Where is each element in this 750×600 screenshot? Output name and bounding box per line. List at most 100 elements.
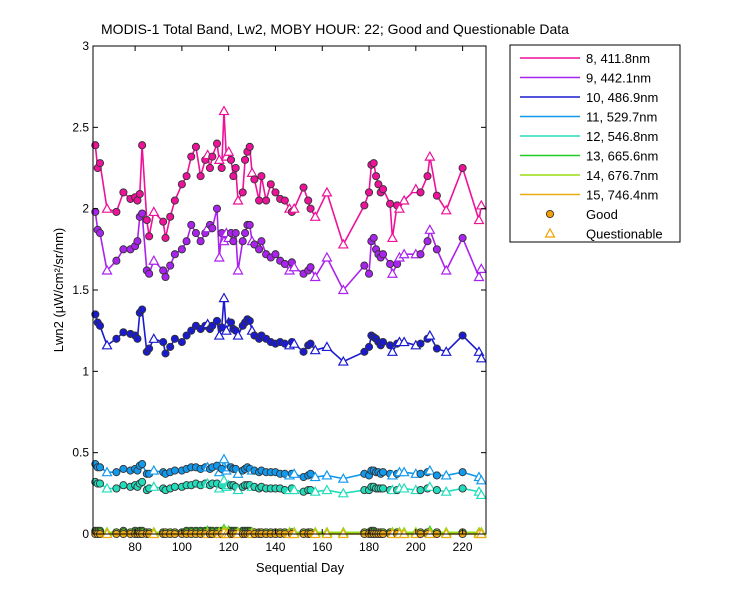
- data-point-good: [386, 259, 395, 269]
- data-point-good: [360, 261, 369, 270]
- data-point-good: [95, 159, 105, 168]
- data-point-good: [161, 233, 170, 242]
- data-point-good: [95, 463, 105, 472]
- data-point-good: [196, 237, 205, 246]
- data-point-good: [138, 477, 147, 486]
- data-point-good: [159, 217, 168, 226]
- legend-label: 14, 676.7nm: [586, 168, 658, 183]
- data-point-good: [432, 191, 441, 200]
- data-point-questionable: [424, 150, 436, 161]
- legend-label: 10, 486.9nm: [586, 90, 658, 105]
- data-point-good: [458, 163, 467, 173]
- legend-label: 12, 546.8nm: [586, 129, 658, 144]
- legend-label: 11, 529.7nm: [586, 110, 657, 125]
- x-axis-label: Sequential Day: [256, 560, 345, 575]
- data-point-good: [241, 155, 250, 164]
- x-tick-label: 100: [172, 540, 192, 554]
- data-point-good: [95, 321, 105, 330]
- data-point-questionable: [321, 469, 333, 480]
- data-point-good: [364, 342, 374, 351]
- data-point-questionable: [309, 485, 321, 496]
- x-tick-label: 180: [359, 540, 379, 554]
- y-axis-label: Lwn2 (µW/cm²/sr/nm): [51, 228, 66, 353]
- chart-title: MODIS-1 Total Band, Lw2, MOBY HOUR: 22; …: [101, 21, 569, 37]
- data-point-questionable: [218, 292, 230, 303]
- data-point-good: [423, 237, 432, 246]
- data-point-good: [119, 464, 128, 473]
- data-point-questionable: [223, 146, 235, 156]
- data-point-good: [369, 233, 378, 242]
- legend-entries: 8, 411.8nm 9, 442.1nm 10, 486.9nm 11, 529.7…: [520, 51, 663, 242]
- data-point-good: [187, 326, 196, 335]
- data-point-questionable: [398, 482, 410, 493]
- data-point-questionable: [398, 336, 410, 347]
- x-tick-label: 200: [406, 540, 426, 554]
- data-point-questionable: [309, 211, 321, 221]
- legend-label: Questionable: [586, 227, 663, 242]
- data-point-questionable: [475, 352, 487, 363]
- data-point-questionable: [386, 346, 398, 356]
- data-point-questionable: [337, 355, 349, 366]
- data-point-good: [191, 142, 200, 151]
- data-point-good: [205, 163, 215, 173]
- data-point-good: [191, 229, 200, 238]
- data-point-good: [145, 269, 154, 278]
- data-point-good: [182, 172, 191, 181]
- data-point-good: [159, 338, 168, 347]
- data-point-good: [379, 484, 388, 493]
- data-point-questionable: [321, 484, 333, 495]
- x-tick-label: 140: [265, 540, 285, 554]
- data-point-questionable: [398, 466, 410, 477]
- data-point-questionable: [220, 324, 232, 335]
- data-point-good: [177, 338, 186, 347]
- x-tick-label: 220: [453, 540, 473, 554]
- data-point-good: [145, 232, 154, 241]
- y-tick-label: 2.5: [72, 120, 89, 134]
- data-point-good: [217, 163, 226, 173]
- data-point-questionable: [148, 333, 160, 343]
- data-point-good: [170, 482, 179, 491]
- x-tick-label: 80: [128, 540, 142, 554]
- y-tick-label: 0.5: [72, 446, 89, 460]
- data-point-questionable: [232, 329, 244, 340]
- y-tick-label: 1.5: [72, 283, 89, 297]
- data-point-good: [416, 188, 425, 197]
- data-point-good: [112, 256, 121, 265]
- data-point-questionable: [148, 481, 160, 491]
- data-point-questionable: [398, 194, 410, 205]
- y-tick-label: 0: [82, 527, 89, 541]
- data-point-good: [229, 172, 238, 181]
- legend-label: 9, 442.1nm: [586, 71, 651, 86]
- data-point-questionable: [440, 485, 452, 496]
- data-point-good: [257, 237, 266, 246]
- legend-label: 8, 411.8nm: [586, 51, 650, 66]
- data-point-questionable: [398, 248, 410, 259]
- data-point-questionable: [288, 261, 300, 272]
- data-point-questionable: [440, 469, 452, 480]
- data-point-questionable: [475, 489, 487, 500]
- data-point-good: [386, 199, 395, 208]
- data-point-good: [238, 237, 247, 246]
- data-point-questionable: [337, 472, 349, 483]
- data-point-good: [161, 272, 170, 282]
- data-point-questionable: [309, 271, 321, 282]
- data-point-questionable: [440, 346, 452, 356]
- data-point-good: [360, 201, 369, 210]
- data-point-good: [196, 172, 205, 181]
- data-point-good: [112, 484, 121, 493]
- data-point-questionable: [424, 481, 436, 491]
- data-point-good: [432, 471, 441, 480]
- data-point-good: [416, 250, 425, 259]
- data-point-good: [187, 220, 196, 229]
- plot-area: [93, 46, 486, 534]
- data-point-good: [177, 245, 186, 254]
- data-point-questionable: [321, 251, 333, 262]
- data-point-good: [95, 229, 105, 238]
- data-point-good: [423, 172, 432, 181]
- data-point-good: [374, 180, 383, 189]
- data-point-good: [245, 220, 254, 229]
- data-point-questionable: [424, 329, 436, 340]
- data-point-good: [119, 481, 128, 490]
- data-point-good: [271, 188, 280, 197]
- data-point-questionable: [101, 466, 113, 477]
